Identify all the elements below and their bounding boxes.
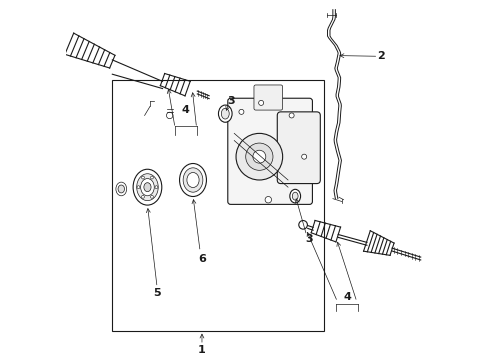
Circle shape xyxy=(189,87,197,95)
Text: 1: 1 xyxy=(198,345,206,355)
Circle shape xyxy=(239,109,244,114)
Text: 6: 6 xyxy=(198,254,206,264)
Circle shape xyxy=(150,195,153,198)
Ellipse shape xyxy=(116,182,126,196)
Ellipse shape xyxy=(219,105,232,122)
Circle shape xyxy=(302,154,307,159)
Ellipse shape xyxy=(118,185,124,193)
Ellipse shape xyxy=(144,183,151,192)
Text: 5: 5 xyxy=(153,288,161,298)
FancyBboxPatch shape xyxy=(277,112,320,184)
Circle shape xyxy=(155,186,158,189)
Ellipse shape xyxy=(290,189,300,203)
Text: 4: 4 xyxy=(343,292,351,302)
Ellipse shape xyxy=(133,169,162,205)
Ellipse shape xyxy=(183,168,203,192)
Circle shape xyxy=(299,221,307,229)
Bar xyxy=(112,80,324,330)
Text: 4: 4 xyxy=(182,105,190,115)
Circle shape xyxy=(150,176,153,179)
Circle shape xyxy=(259,100,264,105)
Text: 2: 2 xyxy=(377,51,385,61)
Ellipse shape xyxy=(179,163,206,197)
FancyBboxPatch shape xyxy=(254,85,283,110)
Ellipse shape xyxy=(137,174,158,201)
Circle shape xyxy=(142,176,145,179)
Ellipse shape xyxy=(141,179,154,196)
Circle shape xyxy=(142,195,145,198)
Ellipse shape xyxy=(221,108,229,119)
Circle shape xyxy=(245,143,273,170)
Circle shape xyxy=(253,150,266,163)
Ellipse shape xyxy=(293,192,298,200)
Circle shape xyxy=(137,186,140,189)
Text: 3: 3 xyxy=(227,96,235,106)
Circle shape xyxy=(265,197,271,203)
Circle shape xyxy=(289,113,294,118)
FancyBboxPatch shape xyxy=(228,98,313,204)
Circle shape xyxy=(167,112,173,119)
Ellipse shape xyxy=(187,172,199,188)
Text: 3: 3 xyxy=(306,234,314,244)
Circle shape xyxy=(236,134,283,180)
